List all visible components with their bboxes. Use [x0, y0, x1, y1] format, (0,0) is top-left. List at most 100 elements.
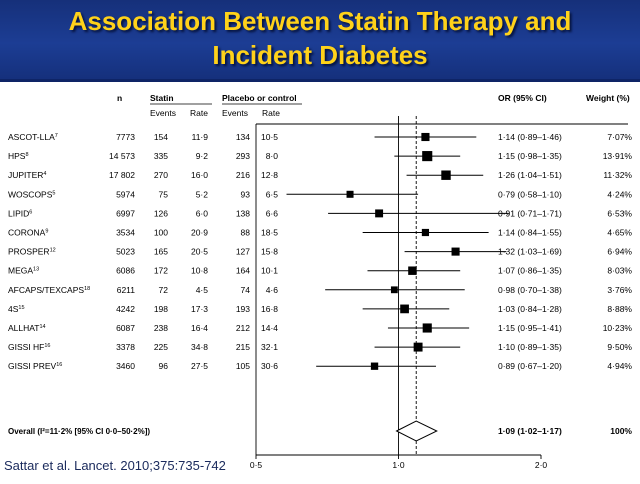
study-label: AFCAPS/TEXCAPS18	[8, 285, 90, 295]
study-placebo-rate: 32·1	[261, 342, 278, 352]
study-statin-events: 96	[159, 361, 169, 371]
study-placebo-events: 193	[236, 304, 250, 314]
study-n: 6087	[116, 323, 135, 333]
study-weight-text: 11·32%	[603, 170, 632, 180]
study-placebo-events: 212	[236, 323, 250, 333]
study-point-estimate	[408, 266, 417, 275]
study-weight-text: 4·24%	[607, 189, 632, 199]
study-or-text: 1·15 (0·95–1·41)	[498, 323, 562, 333]
study-statin-rate: 16·4	[191, 323, 208, 333]
study-point-estimate	[370, 362, 379, 370]
header-or: OR (95% CI)	[498, 93, 547, 103]
header-n: n	[117, 93, 122, 103]
study-or-text: 1·14 (0·89–1·46)	[498, 132, 562, 142]
study-label: CORONA9	[8, 228, 48, 238]
study-or-text: 1·03 (0·84–1·28)	[498, 304, 562, 314]
study-statin-events: 270	[154, 170, 168, 180]
study-n: 3460	[116, 361, 135, 371]
study-placebo-events: 105	[236, 361, 250, 371]
study-point-estimate	[421, 228, 430, 237]
study-placebo-rate: 12·8	[261, 170, 278, 180]
study-statin-events: 100	[154, 228, 168, 238]
study-n: 5974	[116, 189, 135, 199]
study-label: GISSI PREV16	[8, 361, 62, 371]
study-label: HPS8	[8, 151, 29, 161]
overall-weight-text: 100%	[610, 426, 632, 436]
study-statin-rate: 17·3	[191, 304, 208, 314]
study-statin-events: 72	[159, 285, 169, 295]
study-statin-rate: 4·5	[196, 285, 209, 295]
study-weight-text: 10·23%	[603, 323, 633, 333]
overall-or-text: 1·09 (1·02–1·17)	[498, 426, 562, 436]
study-n: 3378	[116, 342, 135, 352]
study-statin-rate: 34·8	[191, 342, 208, 352]
study-placebo-rate: 6·6	[266, 208, 279, 218]
study-label: 4S15	[8, 304, 25, 314]
title-band: Association Between Statin Therapy and I…	[0, 0, 640, 82]
study-or-text: 1·10 (0·89–1·35)	[498, 342, 562, 352]
study-statin-events: 75	[159, 189, 169, 199]
study-placebo-rate: 10·5	[261, 132, 278, 142]
study-point-estimate	[413, 342, 423, 352]
study-statin-events: 198	[154, 304, 168, 314]
slide-title: Association Between Statin Therapy and I…	[68, 6, 572, 70]
study-point-estimate	[421, 132, 430, 142]
header-statin-events: Events	[150, 108, 176, 118]
study-label: ASCOT-LLA7	[8, 132, 58, 142]
study-n: 14 573	[109, 151, 135, 161]
study-label: JUPITER4	[8, 170, 46, 180]
study-statin-rate: 16·0	[191, 170, 208, 180]
study-placebo-rate: 14·4	[261, 323, 278, 333]
study-n: 5023	[116, 247, 135, 257]
header-placebo: Placebo or control	[222, 93, 297, 103]
study-statin-rate: 11·9	[192, 132, 209, 142]
study-or-text: 1·32 (1·03–1·69)	[498, 247, 562, 257]
study-placebo-rate: 15·8	[261, 247, 278, 257]
study-label: MEGA13	[8, 266, 39, 276]
study-weight-text: 4·65%	[607, 228, 632, 238]
study-weight-text: 6·53%	[607, 208, 632, 218]
study-point-estimate	[400, 304, 409, 314]
study-point-estimate	[390, 286, 398, 294]
study-weight-text: 7·07%	[607, 132, 632, 142]
study-weight-text: 6·94%	[607, 247, 632, 257]
study-placebo-rate: 10·1	[261, 266, 278, 276]
forest-plot: n Statin Events Rate Placebo or control Event…	[8, 93, 633, 470]
study-weight-text: 4·94%	[607, 361, 632, 371]
study-weight-text: 9·50%	[607, 342, 632, 352]
study-weight-text: 8·03%	[607, 266, 632, 276]
study-n: 6211	[117, 285, 136, 295]
overall-label: Overall (I²=11·2% [95% CI 0·0–50·2%])	[8, 427, 150, 436]
overall-diamond	[395, 420, 438, 442]
study-or-text: 0·89 (0·67–1·20)	[498, 361, 562, 371]
study-or-text: 1·15 (0·98–1·35)	[498, 151, 562, 161]
study-n: 6086	[116, 266, 135, 276]
citation: Sattar et al. Lancet. 2010;375:735-742	[0, 457, 230, 474]
study-placebo-events: 215	[236, 342, 250, 352]
study-statin-rate: 10·8	[191, 266, 208, 276]
header-statin-rate: Rate	[190, 108, 208, 118]
study-placebo-events: 93	[241, 189, 251, 199]
study-n: 17 802	[109, 170, 135, 180]
study-placebo-events: 134	[236, 132, 250, 142]
study-placebo-rate: 8·0	[266, 151, 279, 161]
study-point-estimate	[451, 247, 460, 256]
x-tick-label: 0·5	[250, 460, 263, 470]
study-placebo-events: 293	[236, 151, 250, 161]
study-or-text: 1·26 (1·04–1·51)	[498, 170, 562, 180]
study-statin-rate: 20·5	[191, 247, 208, 257]
x-tick-label: 1·0	[392, 460, 405, 470]
study-placebo-events: 127	[236, 247, 250, 257]
header-placebo-rate: Rate	[262, 108, 280, 118]
study-placebo-events: 216	[236, 170, 250, 180]
study-label: WOSCOPS5	[8, 189, 55, 199]
study-statin-events: 154	[154, 132, 168, 142]
study-point-estimate	[422, 323, 432, 333]
study-statin-events: 126	[154, 208, 168, 218]
study-statin-events: 225	[154, 342, 168, 352]
study-n: 3534	[116, 228, 135, 238]
study-weight-text: 8·88%	[607, 304, 632, 314]
study-statin-events: 238	[154, 323, 168, 333]
study-statin-rate: 6·0	[196, 208, 209, 218]
study-statin-rate: 9·2	[196, 151, 209, 161]
